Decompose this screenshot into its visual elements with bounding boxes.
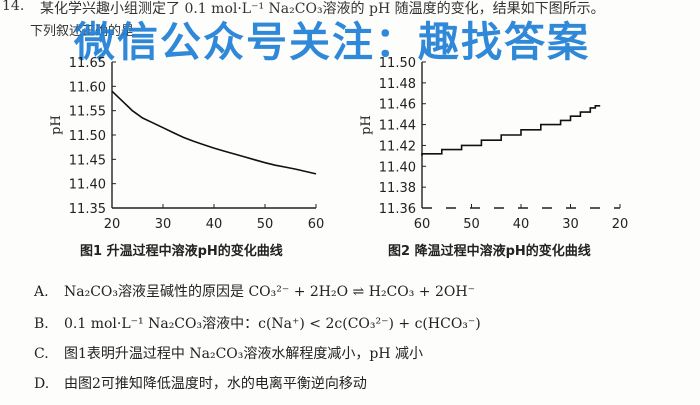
- chart2-y-tick-label: 11.38: [379, 181, 416, 196]
- option-c-text: 图1表明升温过程中 Na₂CO₃溶液水解程度减小，pH 减小: [64, 346, 423, 362]
- watermark: 微信公众号关注：趣找答案: [74, 18, 590, 66]
- chart1-y-tick-label: 11.35: [69, 202, 106, 217]
- option-b-text: 0.1 mol·L⁻¹ Na₂CO₃溶液中：c(Na⁺) < 2c(CO₃²⁻)…: [64, 316, 481, 332]
- option-d[interactable]: D. 由图2可推知降低温度时，水的电离平衡逆向移动: [34, 373, 367, 393]
- chart1-y-axis-label: pH: [49, 115, 64, 135]
- chart2-y-axis-label: pH: [359, 115, 374, 135]
- chart2-x-tick-label: 40: [513, 217, 530, 232]
- chart1-y-tick-label: 11.60: [69, 80, 106, 95]
- question-stem: 14. 某化学兴趣小组测定了 0.1 mol·L⁻¹ Na₂CO₃溶液的 pH …: [0, 0, 700, 18]
- chart1-series-line: [111, 90, 317, 175]
- chart1-x-tick-label: 60: [308, 217, 325, 232]
- chart1-x-tick-label: 30: [155, 217, 172, 232]
- option-a[interactable]: A. Na₂CO₃溶液呈碱性的原因是 CO₃²⁻ + 2H₂O ⇌ H₂CO₃ +…: [34, 281, 475, 301]
- option-a-text: Na₂CO₃溶液呈碱性的原因是 CO₃²⁻ + 2H₂O ⇌ H₂CO₃ + 2…: [64, 284, 475, 300]
- chart2-y-tick-label: 11.50: [379, 56, 416, 71]
- option-d-text: 由图2可推知降低温度时，水的电离平衡逆向移动: [64, 376, 367, 392]
- chart2-x-tick-label: 60: [414, 217, 431, 232]
- chart1-y-tick-label: 11.55: [69, 105, 106, 120]
- question-stem-second: 下列叙述正确的是: [0, 18, 700, 40]
- chart2-y-tick-label: 11.40: [379, 160, 416, 175]
- chart2-x-tick-label: 20: [612, 217, 629, 232]
- figure2-caption: 图2 降温过程中溶液pH的变化曲线: [388, 244, 591, 259]
- chart2-series-line: [421, 105, 601, 156]
- chart2-y-tick-label: 11.42: [379, 139, 416, 154]
- chart1-y-tick-label: 11.50: [69, 129, 106, 144]
- question-number: 14.: [2, 0, 25, 14]
- figure1-caption: 图1 升温过程中溶液pH的变化曲线: [80, 244, 283, 259]
- chart2-y-tick-label: 11.48: [379, 77, 416, 92]
- chart2-x-tick-label: 50: [463, 217, 480, 232]
- chart1-y-tick-label: 11.45: [69, 153, 106, 168]
- option-b[interactable]: B. 0.1 mol·L⁻¹ Na₂CO₃溶液中：c(Na⁺) < 2c(CO₃²…: [34, 313, 481, 333]
- chart1-y-tick-label: 11.40: [69, 178, 106, 193]
- chart2-y-tick-label: 11.44: [379, 119, 416, 134]
- chart2-y-tick-label: 11.46: [379, 98, 416, 113]
- chart1-x-tick-label: 40: [206, 217, 223, 232]
- option-c[interactable]: C. 图1表明升温过程中 Na₂CO₃溶液水解程度减小，pH 减小: [34, 343, 423, 363]
- chart2-x-tick-label: 30: [562, 217, 579, 232]
- option-d-label: D.: [34, 376, 50, 392]
- option-b-label: B.: [34, 316, 49, 332]
- chart2-y-tick-label: 11.36: [379, 202, 416, 217]
- option-c-label: C.: [34, 346, 49, 362]
- question-stem-line2: 下列叙述正确的是: [30, 24, 135, 39]
- chart1-x-tick-label: 50: [257, 217, 274, 232]
- chart1-y-tick-label: 11.65: [69, 56, 106, 71]
- option-a-label: A.: [34, 284, 49, 300]
- chart1-x-tick-label: 20: [104, 217, 121, 232]
- question-stem-line1: 某化学兴趣小组测定了 0.1 mol·L⁻¹ Na₂CO₃溶液的 pH 随温度的…: [40, 1, 605, 17]
